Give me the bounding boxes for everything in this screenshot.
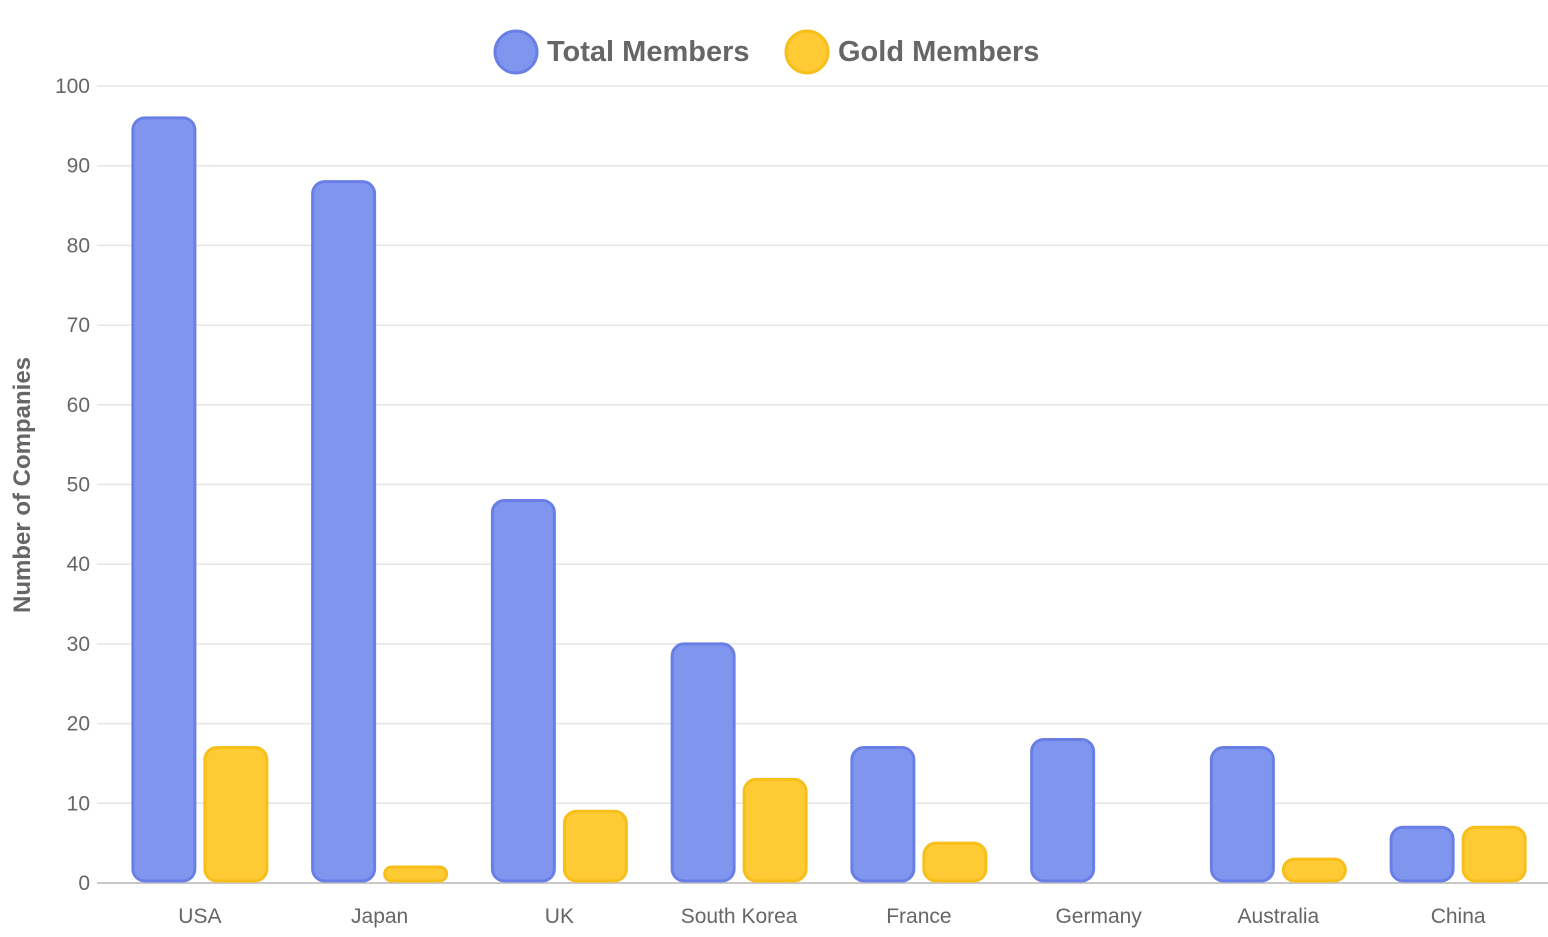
- legend-item-total-members[interactable]: Total Members: [493, 29, 750, 75]
- x-tick-label: South Korea: [681, 905, 798, 928]
- bar-total-members[interactable]: [1030, 738, 1096, 883]
- bar-total-members[interactable]: [1209, 746, 1275, 883]
- bar-total-members[interactable]: [670, 642, 736, 883]
- legend-swatch-gold-members: [784, 29, 830, 75]
- bar-gold-members[interactable]: [203, 746, 269, 883]
- bar-total-members[interactable]: [131, 116, 197, 883]
- y-axis-title: Number of Companies: [9, 357, 36, 613]
- bar-total-members[interactable]: [490, 498, 556, 883]
- x-tick-label: China: [1431, 905, 1486, 928]
- y-axis-ticks: 0 10 20 30 40 50 60 70 80 90 100: [55, 75, 90, 895]
- x-tick-label: USA: [178, 905, 221, 928]
- y-tick-label: 60: [67, 394, 90, 417]
- y-tick-label: 20: [67, 713, 90, 736]
- legend-item-gold-members[interactable]: Gold Members: [784, 29, 1039, 75]
- x-tick-label: UK: [545, 905, 574, 928]
- legend-swatch-total-members: [493, 29, 539, 75]
- y-tick-label: 30: [67, 633, 90, 656]
- legend: Total Members Gold Members: [493, 29, 1039, 75]
- y-tick-label: 80: [67, 234, 90, 257]
- y-tick-label: 10: [67, 792, 90, 815]
- y-tick-label: 90: [67, 155, 90, 178]
- bars: [131, 116, 1527, 883]
- bar-total-members[interactable]: [850, 746, 916, 883]
- bar-gold-members[interactable]: [383, 865, 449, 883]
- x-tick-label: Japan: [351, 905, 408, 928]
- bar-gold-members[interactable]: [1461, 825, 1527, 883]
- y-tick-label: 40: [67, 553, 90, 576]
- x-tick-label: Germany: [1055, 905, 1142, 928]
- x-tick-label: France: [886, 905, 951, 928]
- y-tick-label: 100: [55, 75, 90, 98]
- legend-label-gold-members: Gold Members: [838, 36, 1039, 68]
- bar-gold-members[interactable]: [922, 841, 988, 883]
- bar-gold-members[interactable]: [1281, 857, 1347, 883]
- bar-gold-members[interactable]: [562, 809, 628, 883]
- y-tick-label: 50: [67, 474, 90, 497]
- y-tick-label: 70: [67, 314, 90, 337]
- legend-label-total-members: Total Members: [547, 36, 750, 68]
- bar-gold-members[interactable]: [742, 777, 808, 883]
- x-tick-label: Australia: [1238, 905, 1320, 928]
- bar-total-members[interactable]: [311, 180, 377, 883]
- y-tick-label: 0: [78, 872, 90, 895]
- bar-total-members[interactable]: [1389, 825, 1455, 883]
- x-axis-ticks: USA Japan UK South Korea France Germany Austra…: [178, 905, 1486, 928]
